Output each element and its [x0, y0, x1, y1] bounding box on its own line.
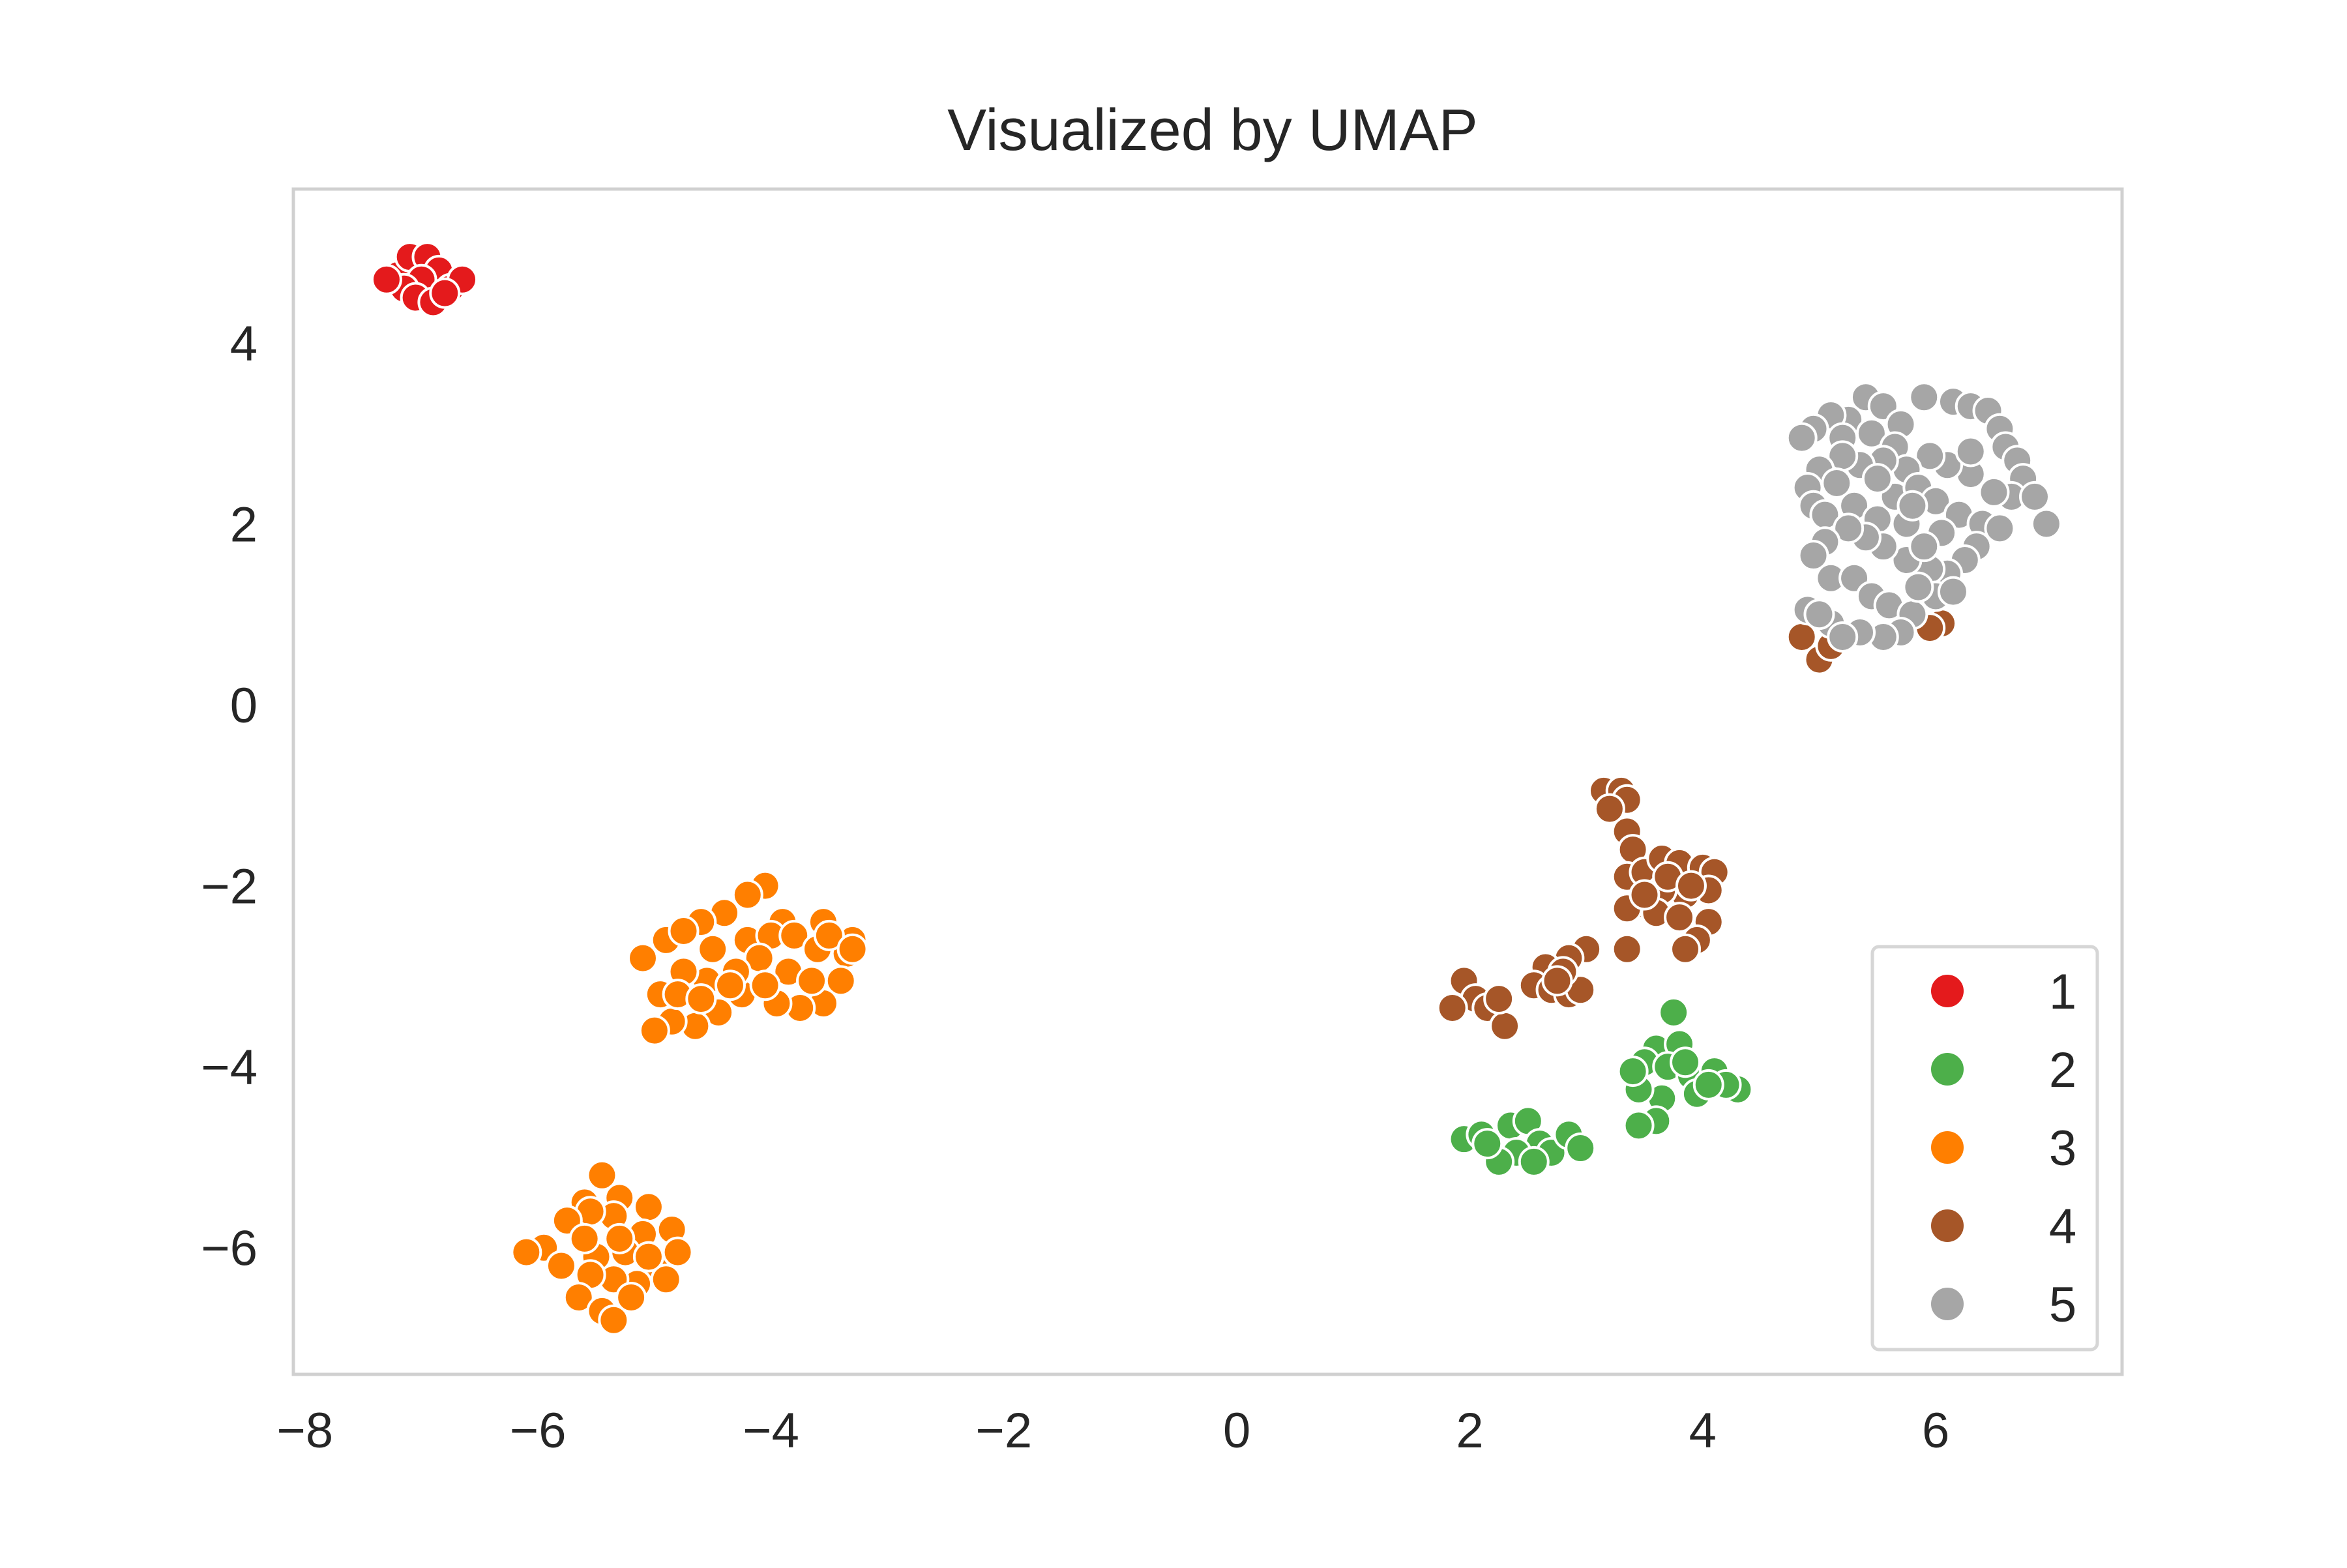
- data-point: [1803, 599, 1835, 630]
- y-tick-label: 2: [230, 497, 258, 552]
- data-point: [1908, 531, 1940, 563]
- data-point: [1617, 1056, 1649, 1087]
- y-tick-label: −6: [201, 1221, 258, 1277]
- x-tick-label: −4: [743, 1403, 799, 1458]
- data-point: [627, 942, 658, 974]
- data-point: [568, 1222, 600, 1254]
- data-point: [836, 933, 868, 965]
- plot-frame: [291, 187, 2124, 1376]
- data-point: [1593, 793, 1625, 825]
- legend-label-5: 5: [2049, 1277, 2076, 1333]
- data-point: [1786, 422, 1818, 454]
- legend-label-4: 4: [2049, 1199, 2076, 1254]
- series-2: [1448, 996, 1754, 1177]
- data-point: [604, 1222, 636, 1254]
- data-point: [1908, 381, 1940, 413]
- data-point: [1902, 571, 1934, 603]
- data-point: [813, 919, 845, 951]
- data-point: [668, 915, 700, 947]
- data-point: [615, 1282, 647, 1314]
- data-point: [563, 1282, 595, 1314]
- data-point: [586, 1159, 618, 1191]
- data-point: [1955, 436, 1986, 467]
- data-point: [510, 1236, 542, 1268]
- data-point: [1797, 540, 1829, 572]
- legend-marker-3: [1928, 1129, 1966, 1166]
- data-point: [1541, 965, 1573, 997]
- legend-label-3: 3: [2049, 1121, 2076, 1176]
- data-point: [632, 1191, 664, 1223]
- data-point: [2030, 508, 2062, 540]
- data-point: [370, 263, 402, 295]
- x-tick-label: 4: [1689, 1403, 1717, 1458]
- series-4: [1436, 608, 1958, 1042]
- data-point: [714, 969, 746, 1001]
- data-point: [1861, 463, 1893, 495]
- x-tick-label: 6: [1922, 1403, 1949, 1458]
- legend-marker-1: [1928, 972, 1966, 1010]
- data-point: [778, 919, 810, 951]
- series-1: [370, 241, 479, 318]
- legend-marker-4: [1928, 1207, 1966, 1245]
- y-tick-label: 0: [230, 678, 258, 733]
- series-3: [510, 870, 868, 1336]
- data-point: [1675, 870, 1707, 902]
- y-tick-label: −4: [201, 1040, 258, 1095]
- x-tick-label: −2: [976, 1403, 1033, 1458]
- legend-box: [1870, 945, 2099, 1352]
- x-tick-label: 2: [1456, 1403, 1483, 1458]
- data-point: [1984, 512, 2016, 544]
- data-point: [429, 277, 461, 309]
- data-point: [1489, 1010, 1521, 1042]
- data-point: [1914, 440, 1946, 472]
- data-point: [1833, 512, 1865, 544]
- data-point: [731, 879, 763, 911]
- data-point: [1897, 490, 1928, 522]
- data-point: [1692, 1069, 1724, 1101]
- data-point: [1483, 983, 1515, 1015]
- chart-title: Visualized by UMAP: [947, 98, 1478, 163]
- data-point: [1855, 417, 1887, 449]
- legend-label-2: 2: [2049, 1043, 2076, 1098]
- data-point: [1629, 879, 1661, 911]
- legend-label-1: 1: [2049, 964, 2076, 1020]
- data-point: [1978, 476, 2010, 508]
- x-tick-label: −8: [277, 1403, 334, 1458]
- data-point: [1518, 1146, 1550, 1177]
- axes: −8 −6 −4 −2 0 2 4 6 −6 −4 −2 0 2 4: [201, 187, 2124, 1458]
- data-point: [598, 1304, 630, 1336]
- data-point: [1471, 1128, 1503, 1160]
- y-tick-label: 4: [230, 316, 258, 372]
- x-tick-label: −6: [510, 1403, 567, 1458]
- data-point: [1436, 992, 1468, 1024]
- data-point: [685, 983, 717, 1015]
- series-5: [1786, 381, 2062, 653]
- data-point: [638, 1014, 670, 1046]
- data-point: [545, 1250, 577, 1282]
- data-point: [1670, 933, 1702, 965]
- data-point: [1670, 1046, 1702, 1078]
- legend: 1 2 3 4 5: [1870, 945, 2099, 1352]
- y-tick-label: −2: [201, 859, 258, 915]
- legend-marker-5: [1928, 1285, 1966, 1323]
- data-point: [697, 933, 729, 965]
- data-point: [796, 965, 828, 997]
- points-layer: [370, 241, 2062, 1336]
- data-point: [632, 1241, 664, 1273]
- x-tick-label: 0: [1223, 1403, 1250, 1458]
- data-point: [1827, 621, 1859, 653]
- data-point: [1623, 1110, 1655, 1142]
- data-point: [1611, 933, 1643, 965]
- data-point: [1937, 576, 1969, 608]
- data-point: [2019, 481, 2051, 512]
- data-point: [1658, 996, 1690, 1028]
- legend-marker-2: [1928, 1050, 1966, 1088]
- data-point: [749, 969, 781, 1001]
- data-point: [1821, 467, 1853, 499]
- data-point: [662, 1236, 694, 1268]
- data-point: [1565, 1132, 1597, 1164]
